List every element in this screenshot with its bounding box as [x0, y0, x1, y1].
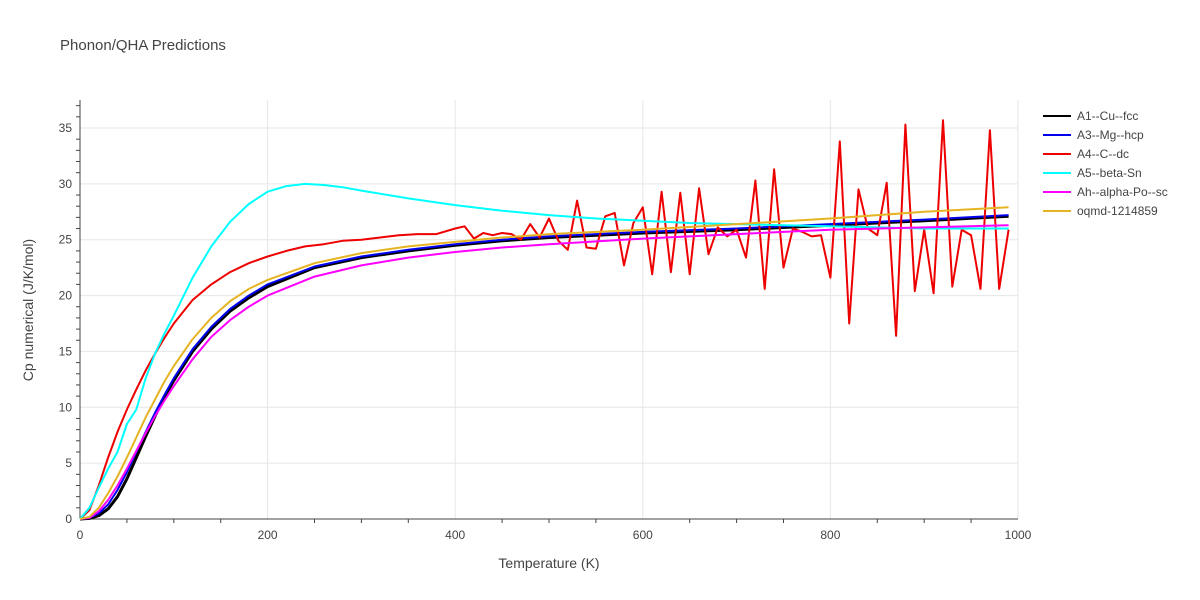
y-tick-label: 0 — [65, 512, 72, 526]
x-axis-label: Temperature (K) — [498, 555, 599, 571]
y-tick-label: 35 — [59, 121, 73, 135]
x-tick-label: 200 — [258, 528, 278, 542]
legend: A1--Cu--fcc A3--Mg--hcp A4--C--dc A5--beta-… — [1043, 109, 1168, 218]
x-tick-label: 0 — [77, 528, 84, 542]
legend-item[interactable]: A3--Mg--hcp — [1043, 128, 1144, 142]
y-tick-label: 10 — [59, 400, 73, 414]
legend-label: Ah--alpha-Po--sc — [1077, 185, 1168, 199]
legend-item[interactable]: A4--C--dc — [1043, 147, 1129, 161]
legend-item[interactable]: Ah--alpha-Po--sc — [1043, 185, 1168, 199]
x-tick-label: 600 — [633, 528, 653, 542]
chart-title: Phonon/QHA Predictions — [60, 37, 226, 54]
legend-item[interactable]: A1--Cu--fcc — [1043, 109, 1138, 123]
legend-label: A5--beta-Sn — [1077, 166, 1142, 180]
legend-item[interactable]: oqmd-1214859 — [1043, 204, 1158, 218]
series-lines — [79, 119, 1010, 521]
y-tick-label: 15 — [59, 344, 73, 358]
series-line-a3-mg-hcp — [79, 214, 1009, 520]
series-line-a5-beta-sn — [79, 182, 1009, 520]
y-tick-label: 20 — [59, 289, 73, 303]
y-axis-label: Cp numerical (J/K/mol) — [20, 239, 36, 381]
y-tick-label: 25 — [59, 233, 73, 247]
series-line-a1-cu-fcc — [79, 214, 1009, 521]
legend-label: A3--Mg--hcp — [1077, 128, 1144, 142]
x-tick-label: 400 — [445, 528, 465, 542]
y-tick-label: 5 — [65, 456, 72, 470]
y-tick-label: 30 — [59, 177, 73, 191]
ticks: 0 200 400 600 800 1000 0 5 10 15 20 25 30 35 — [59, 105, 1032, 542]
legend-label: A1--Cu--fcc — [1077, 109, 1138, 123]
series-line-ah-alpha-po-sc — [79, 224, 1009, 520]
series-line-oqmd-1214859 — [79, 206, 1009, 520]
legend-item[interactable]: A5--beta-Sn — [1043, 166, 1142, 180]
legend-label: oqmd-1214859 — [1077, 204, 1158, 218]
x-tick-label: 800 — [820, 528, 840, 542]
series-line-a4-c-dc — [79, 119, 1010, 520]
x-tick-label: 1000 — [1005, 528, 1032, 542]
legend-label: A4--C--dc — [1077, 147, 1129, 161]
